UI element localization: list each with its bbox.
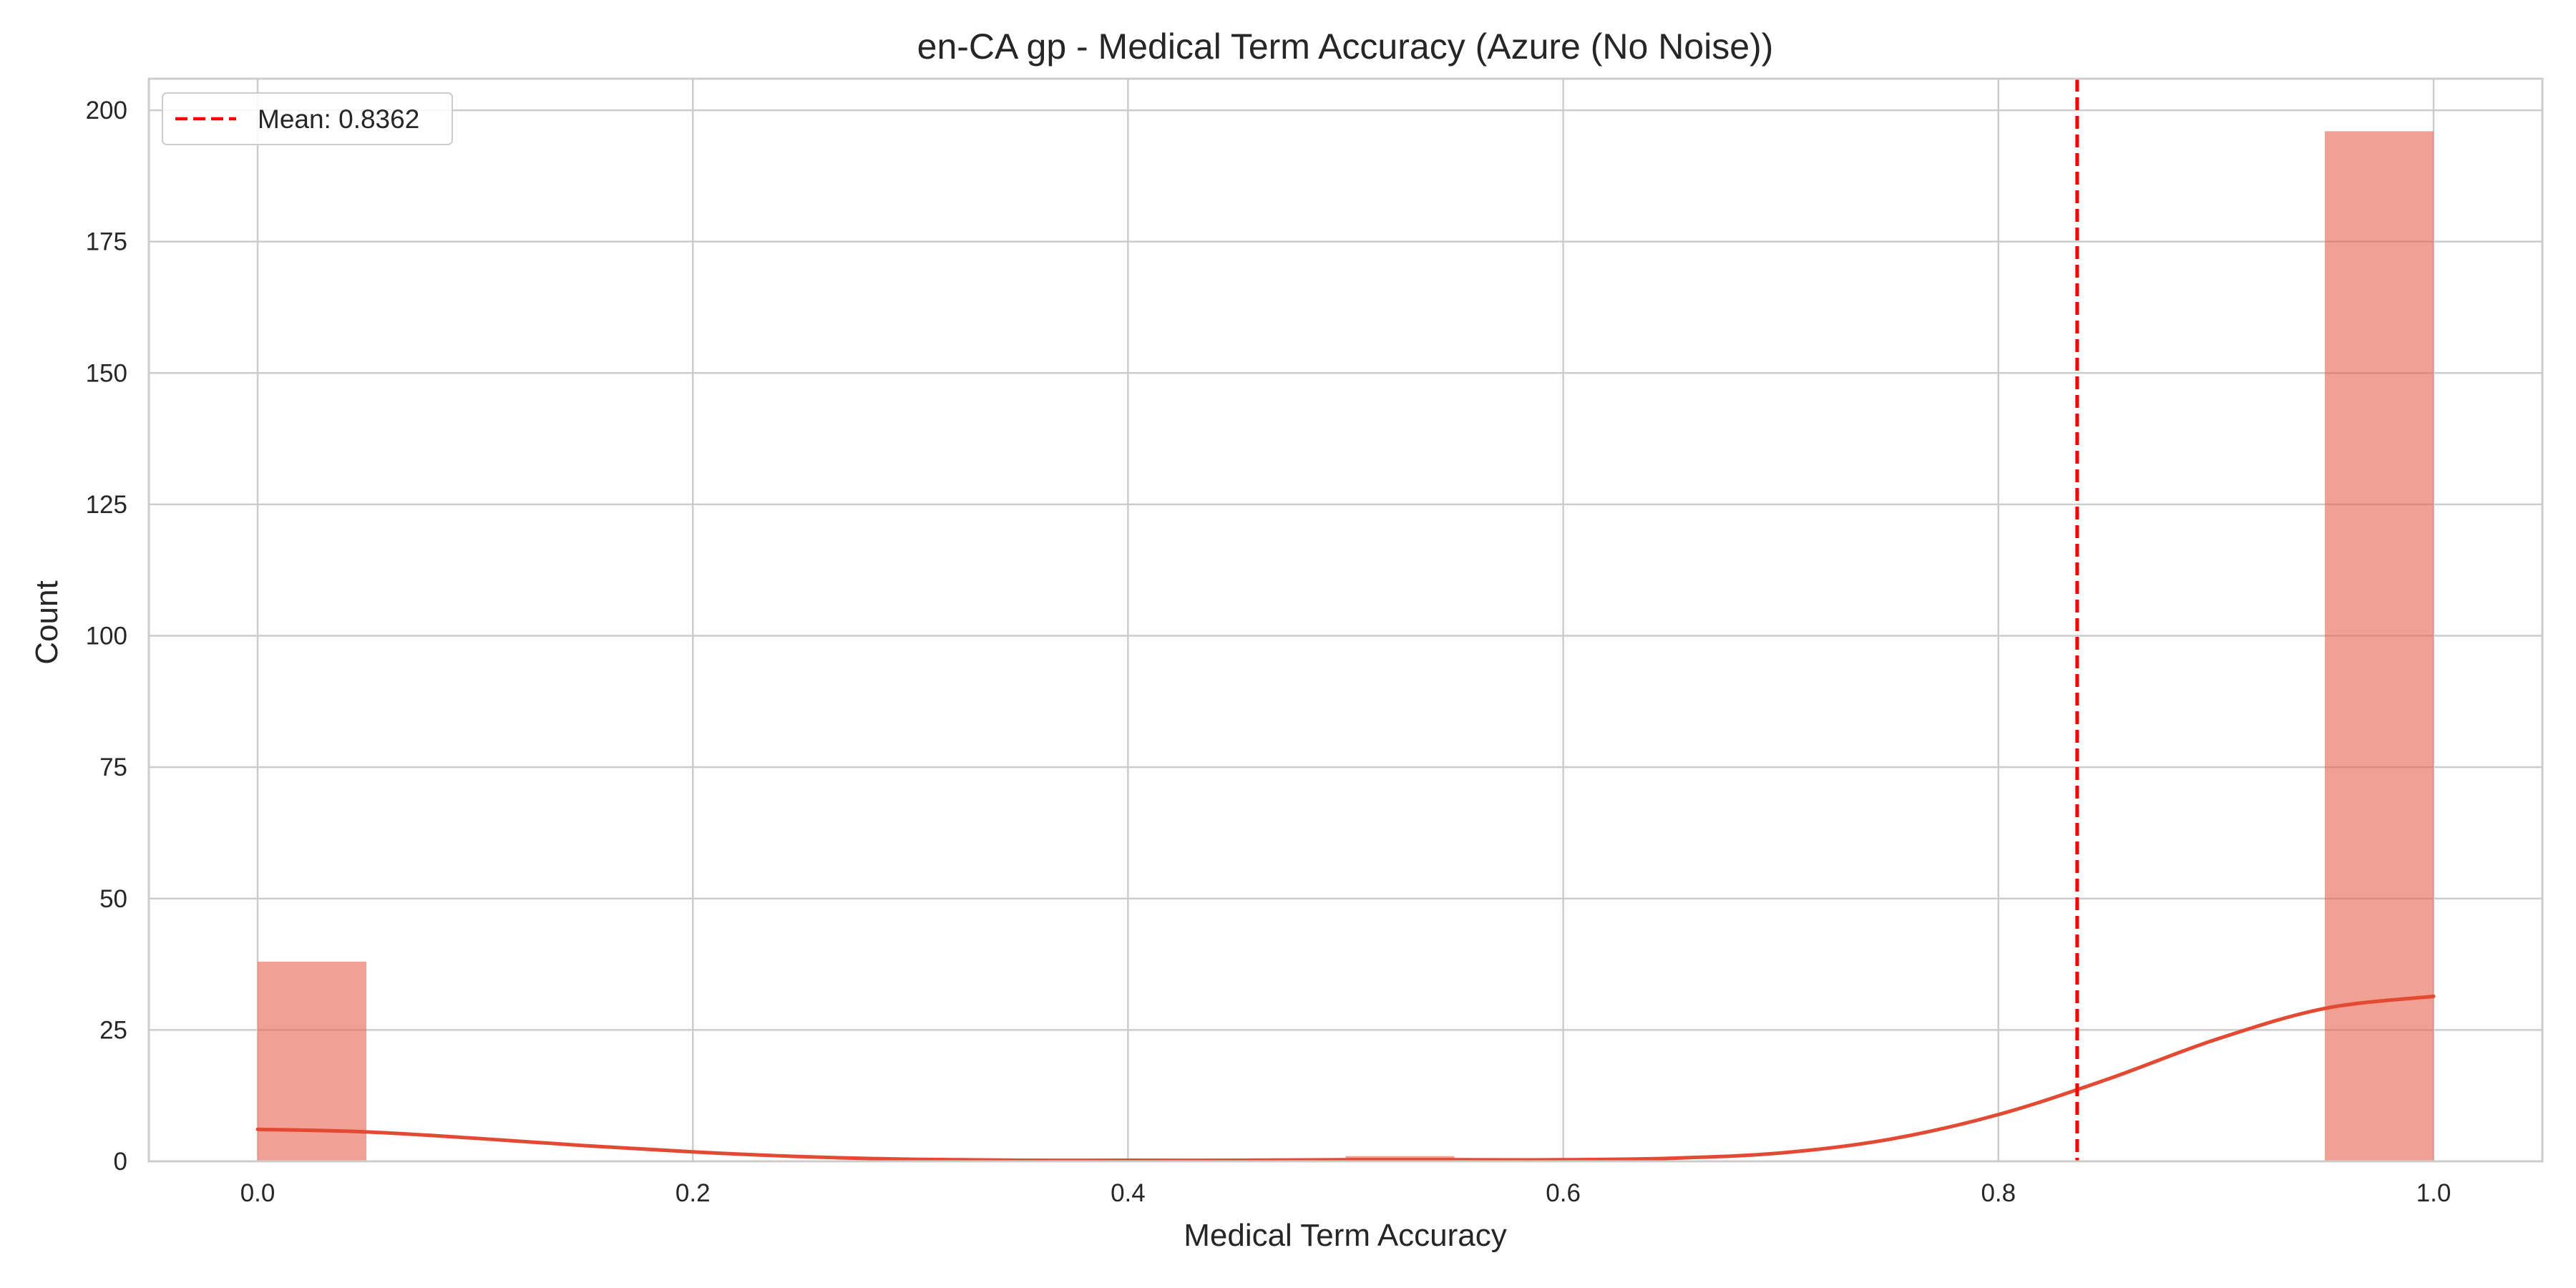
y-tick-label: 50	[99, 885, 127, 913]
x-tick-label: 1.0	[2416, 1179, 2451, 1207]
x-tick-label: 0.0	[240, 1179, 275, 1207]
y-tick-label: 200	[86, 97, 127, 125]
x-tick-label: 0.8	[1981, 1179, 2016, 1207]
y-axis-label: Count	[29, 580, 64, 664]
histogram-bars	[258, 131, 2434, 1161]
x-tick-label: 0.6	[1546, 1179, 1581, 1207]
histogram-bar	[2324, 131, 2434, 1161]
grid-lines	[149, 79, 2542, 1163]
y-tick-label: 125	[86, 491, 127, 519]
tick-labels: 0.0 0.2 0.4 0.6 0.8 1.0 0 25 50 75 100 125 150 175 200	[86, 97, 2451, 1207]
x-tick-label: 0.4	[1111, 1179, 1146, 1207]
kde-curve-group	[255, 994, 2436, 1163]
y-tick-label: 25	[99, 1016, 127, 1044]
legend: Mean: 0.8362	[162, 92, 453, 145]
y-tick-label: 175	[86, 228, 127, 256]
plot-frame	[147, 77, 2544, 1163]
x-axis-label: Medical Term Accuracy	[1184, 1218, 1507, 1253]
legend-box	[162, 92, 453, 145]
x-tick-label: 0.2	[675, 1179, 711, 1207]
chart-title: en-CA gp - Medical Term Accuracy (Azure …	[917, 26, 1774, 67]
y-tick-label: 100	[86, 623, 127, 650]
y-tick-label: 0	[114, 1148, 127, 1176]
y-tick-label: 150	[86, 359, 127, 387]
axes-frame	[147, 77, 2544, 1163]
kde-curve	[255, 994, 2436, 1163]
y-tick-label: 75	[99, 753, 127, 781]
legend-mean-label: Mean: 0.8362	[258, 104, 419, 134]
